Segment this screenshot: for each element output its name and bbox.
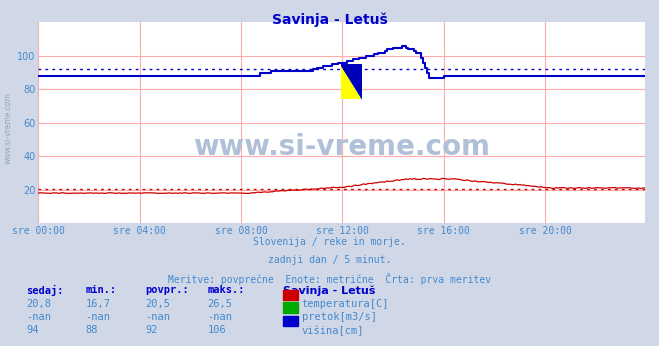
Polygon shape: [341, 64, 362, 99]
Polygon shape: [341, 64, 362, 99]
Text: temperatura[C]: temperatura[C]: [302, 299, 389, 309]
Text: 16,7: 16,7: [86, 299, 111, 309]
Text: 88: 88: [86, 325, 98, 335]
Text: -nan: -nan: [26, 312, 51, 322]
Text: www.si-vreme.com: www.si-vreme.com: [193, 133, 490, 161]
Text: min.:: min.:: [86, 285, 117, 295]
Text: maks.:: maks.:: [208, 285, 245, 295]
Text: povpr.:: povpr.:: [145, 285, 188, 295]
Text: -nan: -nan: [86, 312, 111, 322]
Text: -nan: -nan: [208, 312, 233, 322]
Text: -nan: -nan: [145, 312, 170, 322]
Text: sedaj:: sedaj:: [26, 285, 64, 297]
Text: 92: 92: [145, 325, 158, 335]
Polygon shape: [341, 64, 362, 99]
Text: pretok[m3/s]: pretok[m3/s]: [302, 312, 377, 322]
Text: višina[cm]: višina[cm]: [302, 325, 364, 336]
Text: Savinja - Letuš: Savinja - Letuš: [272, 12, 387, 27]
Text: Savinja - Letuš: Savinja - Letuš: [283, 285, 376, 296]
Text: 20,5: 20,5: [145, 299, 170, 309]
Text: 94: 94: [26, 325, 39, 335]
Text: zadnji dan / 5 minut.: zadnji dan / 5 minut.: [268, 255, 391, 265]
Text: Meritve: povprečne  Enote: metrične  Črta: prva meritev: Meritve: povprečne Enote: metrične Črta:…: [168, 273, 491, 285]
Text: Slovenija / reke in morje.: Slovenija / reke in morje.: [253, 237, 406, 247]
Text: www.si-vreme.com: www.si-vreme.com: [3, 92, 13, 164]
Text: 20,8: 20,8: [26, 299, 51, 309]
Text: 26,5: 26,5: [208, 299, 233, 309]
Text: 106: 106: [208, 325, 226, 335]
